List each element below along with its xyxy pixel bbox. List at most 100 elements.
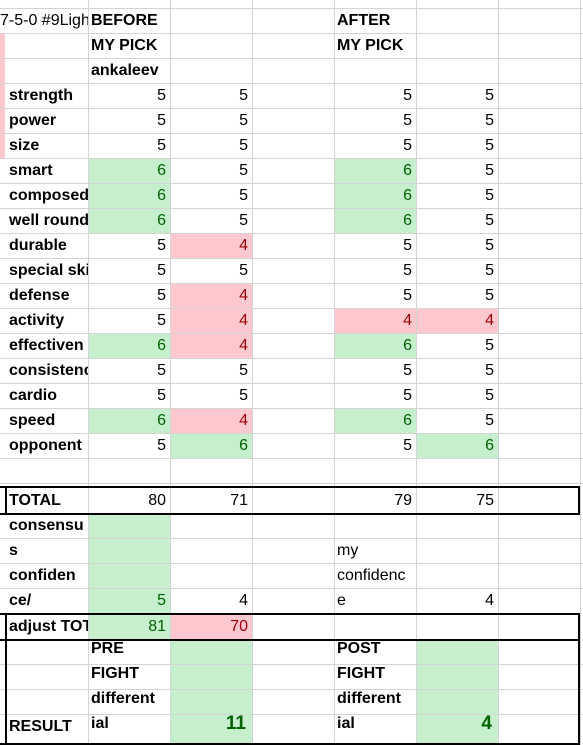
cell-fill-red	[170, 613, 252, 639]
after-value-2: 5	[485, 187, 494, 204]
gridline-horizontal	[0, 308, 583, 309]
row-label: defense	[9, 287, 70, 304]
before-value-1: 6	[157, 162, 166, 179]
gridline-horizontal	[0, 689, 583, 690]
before-value-2: 5	[239, 112, 248, 129]
after-value-2: 5	[485, 387, 494, 404]
after-value-1: 5	[403, 87, 412, 104]
after-value-1: 6	[403, 337, 412, 354]
before-value-1: 5	[157, 137, 166, 154]
gridline-horizontal	[0, 283, 583, 284]
box-border-right	[578, 639, 580, 745]
before-value-2: 5	[239, 162, 248, 179]
gridline-horizontal	[0, 233, 583, 234]
row-label: consistenc	[9, 362, 88, 379]
row-label: effectiven	[9, 337, 84, 354]
gridline-horizontal	[0, 563, 583, 564]
after-value-1: 4	[403, 312, 412, 329]
before-value-1: 5	[157, 87, 166, 104]
my-confidence-line: confidenc	[337, 567, 406, 584]
before-value-1: 5	[157, 437, 166, 454]
before-value-2: 5	[239, 212, 248, 229]
post-fight-line: POST	[337, 640, 381, 657]
cell-fill-green	[88, 408, 170, 433]
row-label: durable	[9, 237, 67, 254]
box-border-left	[5, 486, 7, 515]
after-value-2: 4	[485, 312, 494, 329]
adjust-before-1: 81	[148, 618, 166, 635]
cell-fill-red	[334, 308, 416, 333]
before-value-1: 5	[157, 387, 166, 404]
after-value-1: 6	[403, 412, 412, 429]
gridline-vertical	[580, 0, 581, 745]
before-value-1: 5	[157, 112, 166, 129]
total-before-2: 71	[230, 492, 248, 509]
post-fight-line: FIGHT	[337, 665, 385, 682]
gridline-vertical	[170, 0, 171, 745]
cell-fill-red	[170, 308, 252, 333]
row-label: strength	[9, 87, 73, 104]
cell-fill-green	[334, 183, 416, 208]
before-value-1: 5	[157, 312, 166, 329]
before-value-2: 4	[239, 237, 248, 254]
after-value-1: 5	[403, 387, 412, 404]
before-value-1: 5	[157, 362, 166, 379]
cell-fill-green	[88, 333, 170, 358]
before-value-2: 4	[239, 337, 248, 354]
gridline-horizontal	[0, 8, 583, 9]
row-label: smart	[9, 162, 53, 179]
before-value-2: 4	[239, 287, 248, 304]
before-value-2: 4	[239, 312, 248, 329]
before-header-line: MY PICK	[91, 37, 158, 54]
gridline-horizontal	[0, 133, 583, 134]
post-fight-differential-value: 4	[481, 713, 492, 734]
row-label: cardio	[9, 387, 58, 404]
after-value-2: 5	[485, 362, 494, 379]
pre-fight-line: ial	[91, 715, 109, 732]
cell-fill-red	[170, 333, 252, 358]
gridline-horizontal	[0, 433, 583, 434]
cell-fill-green	[88, 183, 170, 208]
gridline-horizontal	[0, 408, 583, 409]
result-border-bottom	[0, 743, 580, 745]
consensus-after-2: 4	[485, 592, 494, 609]
gridline-horizontal	[0, 158, 583, 159]
after-value-2: 5	[485, 412, 494, 429]
cell-fill-green	[88, 613, 170, 639]
adjust-border-top	[0, 613, 580, 615]
after-value-2: 5	[485, 287, 494, 304]
row-label: opponent	[9, 437, 82, 454]
before-value-2: 4	[239, 412, 248, 429]
gridline-horizontal	[0, 208, 583, 209]
cell-fill-green	[334, 158, 416, 183]
after-value-1: 5	[403, 112, 412, 129]
after-value-2: 5	[485, 162, 494, 179]
cell-fill-green	[170, 433, 252, 458]
box-border-right	[578, 486, 580, 515]
gridline-horizontal	[0, 183, 583, 184]
gridline-horizontal	[0, 458, 583, 459]
pre-fight-differential-value: 11	[225, 713, 246, 734]
after-header-line: AFTER	[337, 12, 391, 29]
adjust-before-2: 70	[230, 618, 248, 635]
before-value-1: 6	[157, 337, 166, 354]
gridline-horizontal	[0, 358, 583, 359]
before-header-line: BEFORE	[91, 12, 158, 29]
total-label: TOTAL	[9, 492, 61, 509]
before-value-1: 6	[157, 187, 166, 204]
after-value-2: 5	[485, 112, 494, 129]
gridline-horizontal	[0, 664, 583, 665]
my-confidence-line: e	[337, 592, 346, 609]
after-value-2: 5	[485, 87, 494, 104]
consensus-label-line: consensu	[9, 517, 84, 534]
gridline-horizontal	[0, 33, 583, 34]
before-value-2: 6	[239, 437, 248, 454]
total-after-2: 75	[476, 492, 494, 509]
after-value-1: 5	[403, 437, 412, 454]
gridline-vertical	[88, 0, 89, 745]
consensus-before-2: 4	[239, 592, 248, 609]
cell-fill-green	[88, 158, 170, 183]
consensus-label-line: confiden	[9, 567, 76, 584]
gridline-horizontal	[0, 258, 583, 259]
